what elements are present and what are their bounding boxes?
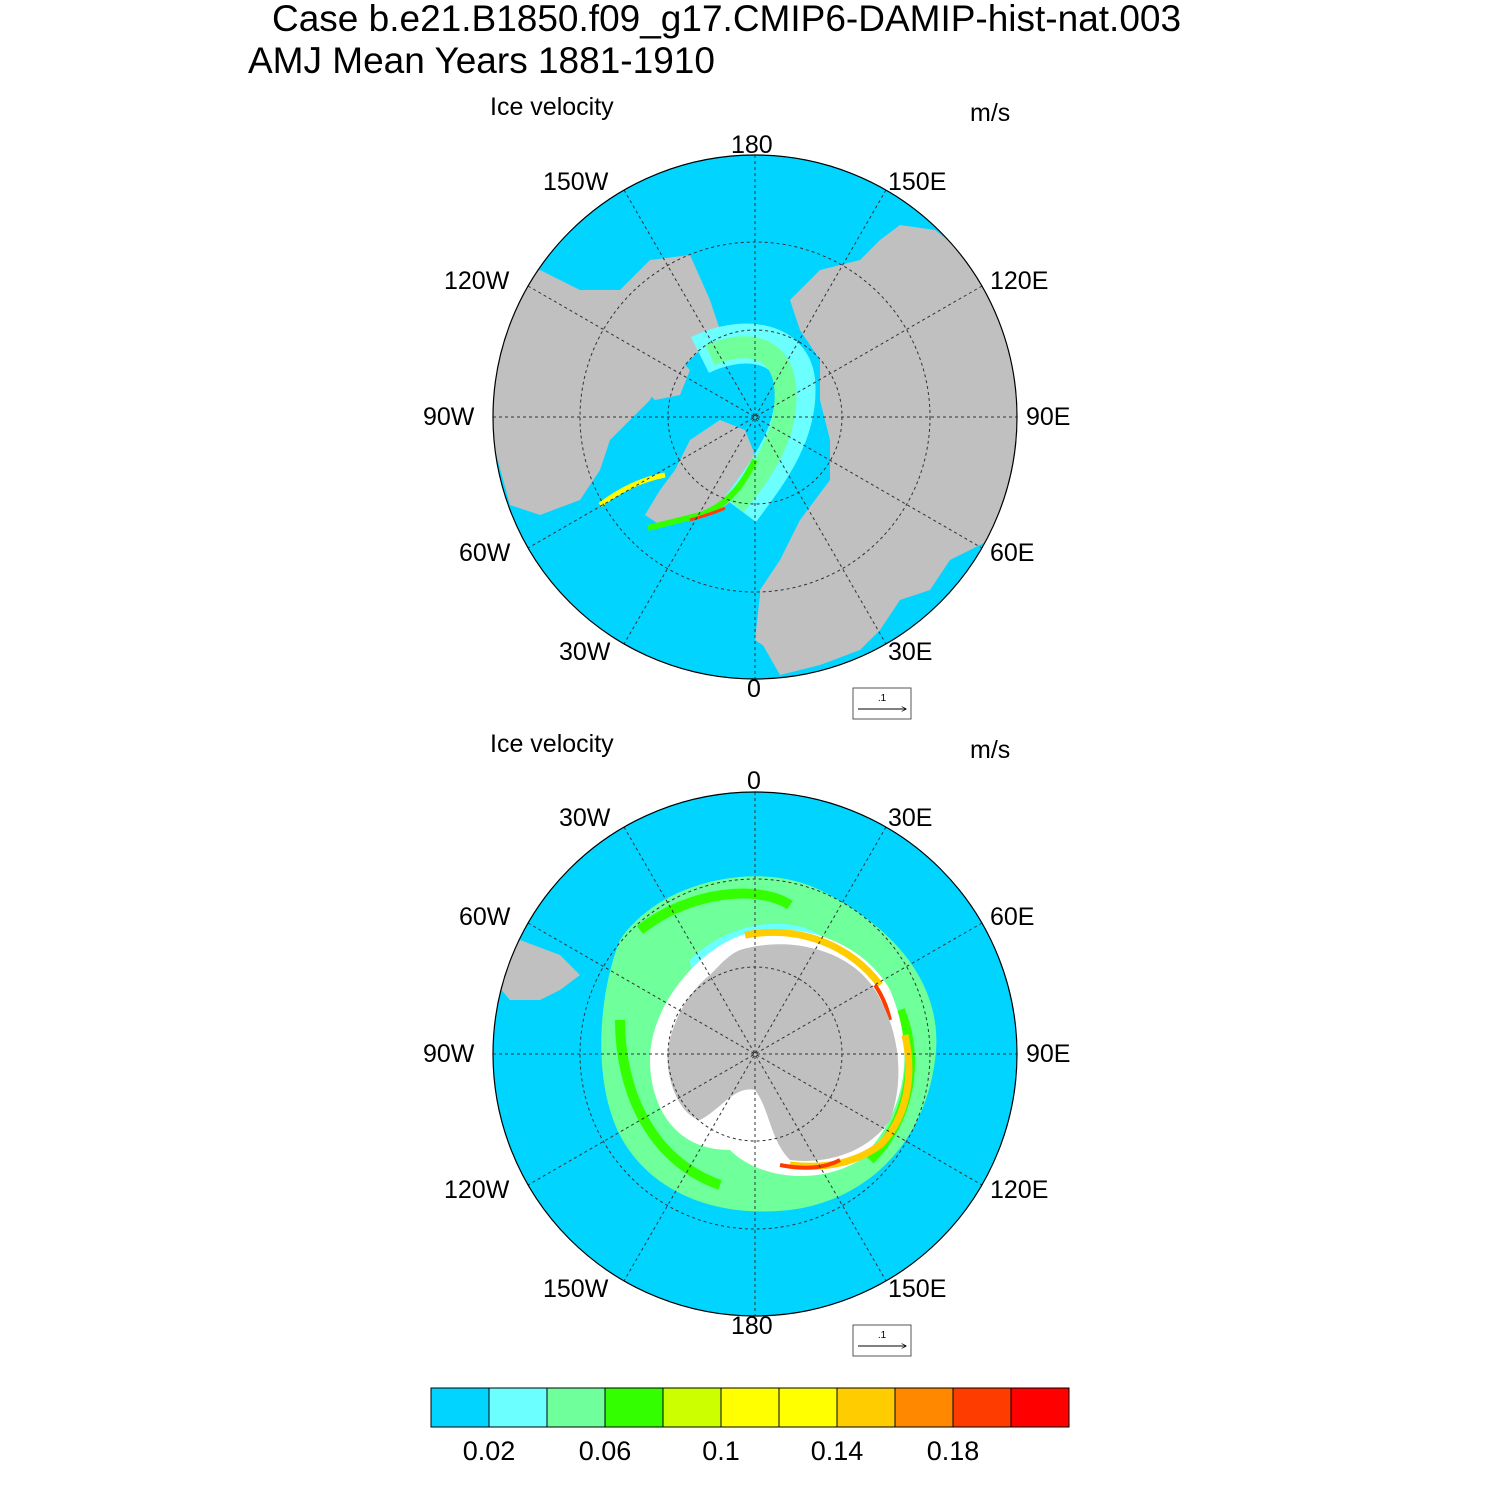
colorbar-box-2 (546, 1387, 606, 1428)
north-ice-drift-fast (647, 458, 758, 531)
colorbar-tick-label-0: 0.02 (463, 1436, 516, 1466)
south-land-antarctica (667, 944, 899, 1161)
north-lon-label-lower-right: 60E (990, 539, 1035, 567)
north-map-border (492, 154, 1018, 680)
south-coastal-peak-ice (779, 983, 892, 1170)
north-lon-label-lower-left: 60W (459, 539, 511, 567)
colorbar-tick-label-2: 0.1 (702, 1436, 740, 1466)
south-lon-label-lower-right: 120E (990, 1176, 1049, 1204)
south-graticule (493, 792, 1017, 1316)
south-land-south-america (493, 940, 580, 1000)
colorbar-box-9 (952, 1387, 1012, 1428)
south-lon-label-top: 0 (747, 767, 761, 795)
colorbar-box-4 (662, 1387, 722, 1428)
north-ice-drift-baffin (598, 472, 666, 508)
colorbar-tick-label-1: 0.06 (579, 1436, 632, 1466)
north-polar-map (493, 155, 1017, 679)
south-polar-map (493, 792, 1017, 1316)
north-reference-vector-label: .1 (878, 693, 887, 704)
figure-title-period: AMJ Mean Years 1881-1910 (248, 40, 715, 81)
south-lon-label-right: 90E (1026, 1040, 1071, 1068)
north-lon-label-bottom-left: 30W (559, 638, 611, 666)
north-lon-label-bottom-right: 30E (888, 638, 933, 666)
south-lon-label-bottom-right: 150E (888, 1275, 947, 1303)
colorbar-boxes (430, 1387, 1070, 1428)
colorbar-box-10 (1010, 1387, 1070, 1428)
colorbar-box-6 (778, 1387, 838, 1428)
south-lon-label-upper-left: 60W (459, 903, 511, 931)
north-lon-label-right: 90E (1026, 403, 1071, 431)
north-lon-label-upper-right: 120E (990, 267, 1049, 295)
colorbar-box-0 (430, 1387, 490, 1428)
south-lon-label-bottom: 180 (731, 1312, 773, 1340)
colorbar-box-5 (720, 1387, 780, 1428)
colorbar-box-8 (894, 1387, 954, 1428)
south-lon-label-top-right: 30E (888, 804, 933, 832)
north-lon-label-top-right: 150E (888, 168, 947, 196)
colorbar-tick-label-4: 0.18 (927, 1436, 980, 1466)
north-lon-label-top-left: 150W (543, 168, 609, 196)
north-land-north-america (493, 255, 720, 515)
north-land-eurasia (760, 225, 1017, 675)
north-panel-units-label: m/s (970, 99, 1011, 127)
colorbar: 0.02 0.06 0.1 0.14 0.18 (430, 1387, 1070, 1466)
colorbar-tick-labels: 0.02 0.06 0.1 0.14 0.18 (463, 1436, 980, 1466)
south-lon-label-top-left: 30W (559, 804, 611, 832)
south-reference-vector-label: .1 (878, 1330, 887, 1341)
north-reference-vector: .1 (852, 687, 912, 720)
south-panel-variable-label: Ice velocity (490, 730, 614, 758)
north-ice-drift-peak (689, 506, 726, 522)
colorbar-box-3 (604, 1387, 664, 1428)
south-reference-vector: .1 (852, 1324, 912, 1357)
south-map-border (492, 791, 1018, 1317)
north-lon-label-upper-left: 120W (444, 267, 510, 295)
north-panel-variable-label: Ice velocity (490, 93, 614, 121)
north-lon-label-left: 90W (423, 403, 475, 431)
north-lon-label-top: 180 (731, 131, 773, 159)
colorbar-tick-label-3: 0.14 (811, 1436, 864, 1466)
north-land-scandinavia (755, 570, 810, 650)
south-lon-label-upper-right: 60E (990, 903, 1035, 931)
colorbar-box-7 (836, 1387, 896, 1428)
figure-title-case: Case b.e21.B1850.f09_g17.CMIP6-DAMIP-his… (272, 0, 1182, 39)
north-land-archipelago (640, 350, 690, 400)
north-graticule (493, 155, 1017, 679)
south-lon-label-bottom-left: 150W (543, 1275, 609, 1303)
south-panel-units-label: m/s (970, 736, 1011, 764)
south-lon-label-lower-left: 120W (444, 1176, 510, 1204)
south-lon-label-left: 90W (423, 1040, 475, 1068)
colorbar-box-1 (488, 1387, 548, 1428)
north-ice-drift-core (705, 336, 797, 513)
north-lon-label-bottom: 0 (747, 675, 761, 703)
